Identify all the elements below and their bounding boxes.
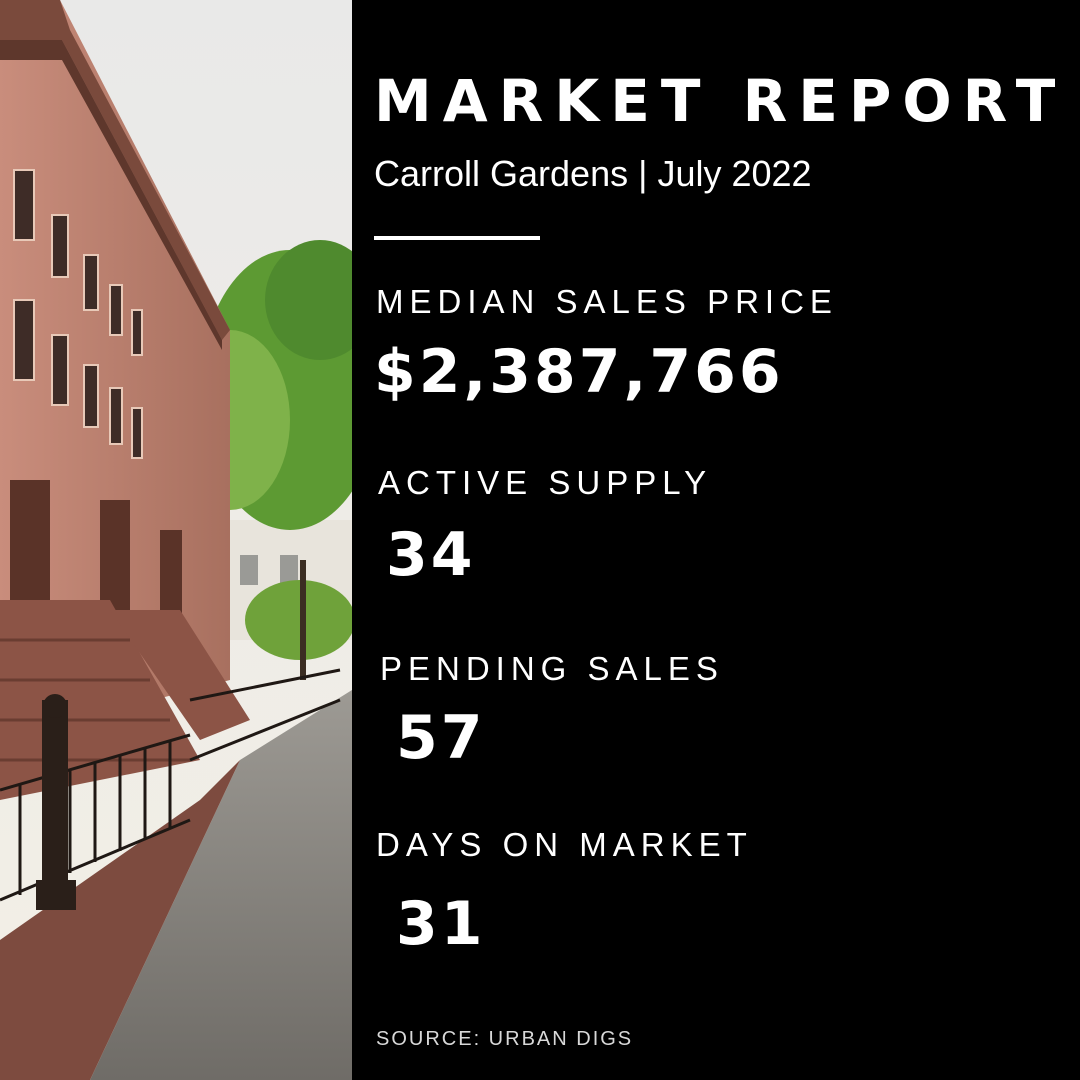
brownstone-street-photo <box>0 0 352 1080</box>
median-sales-price-value: $2,387,766 <box>374 337 784 407</box>
pending-sales-value: 57 <box>396 703 486 773</box>
source-credit: SOURCE: URBAN DIGS <box>376 1028 634 1050</box>
market-report-panel: MARKET REPORT Carroll Gardens | July 202… <box>352 0 1080 1080</box>
report-subtitle: Carroll Gardens | July 2022 <box>374 153 812 194</box>
pending-sales-label: PENDING SALES <box>380 650 724 687</box>
days-on-market-label: DAYS ON MARKET <box>376 826 753 863</box>
active-supply-label: ACTIVE SUPPLY <box>378 464 713 501</box>
report-title: MARKET REPORT <box>374 67 1067 135</box>
active-supply-value: 34 <box>386 520 476 590</box>
title-divider <box>374 236 540 240</box>
median-sales-price-label: MEDIAN SALES PRICE <box>376 283 838 320</box>
brownstone-street-illustration <box>0 0 352 1080</box>
days-on-market-value: 31 <box>396 889 486 959</box>
